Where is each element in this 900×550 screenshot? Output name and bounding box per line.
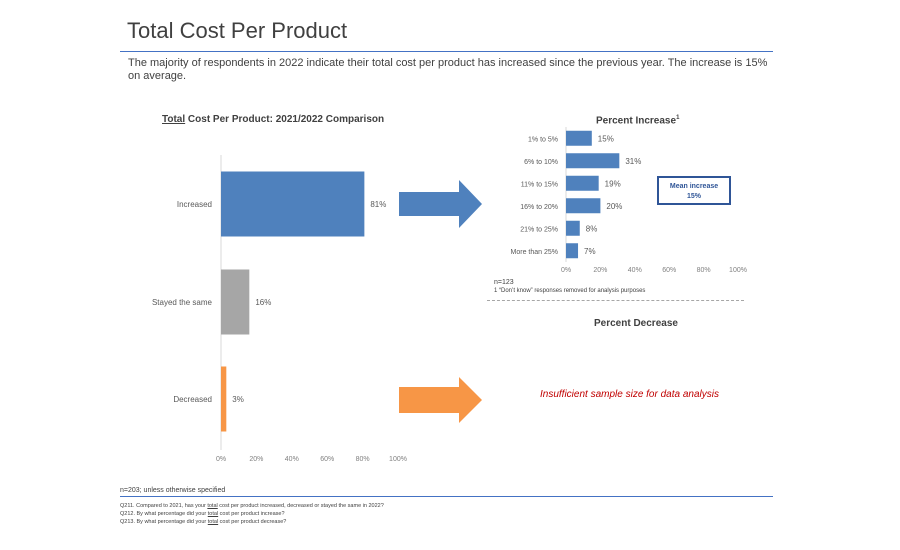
q213-text-underlined: total: [207, 519, 219, 525]
increase-data-label: 20%: [606, 202, 622, 211]
increase-x-tick: 100%: [729, 267, 747, 274]
increase-x-tick: 80%: [697, 267, 711, 274]
comparison-bar: [221, 171, 365, 237]
increase-data-label: 19%: [605, 179, 621, 188]
q212-text-b: cost per product increase?: [218, 511, 285, 517]
comparison-category-label: Increased: [177, 200, 212, 209]
comparison-x-tick: 80%: [356, 456, 370, 463]
percent-increase-footnote-mark: 1: [676, 115, 680, 121]
comparison-chart: 0% 20% 40% 60% 80% 100% Increased 81% Stayed the…: [152, 155, 407, 463]
mean-increase-value: 15%: [686, 193, 701, 200]
mean-increase-label: Mean increase: [669, 183, 719, 190]
q212-text-a: Q212. By what percentage did your: [120, 511, 208, 517]
increase-bar: [566, 220, 580, 236]
increase-bar: [566, 175, 599, 191]
increase-data-label: 8%: [586, 224, 598, 233]
increase-category-label: 21% to 25%: [520, 226, 558, 233]
q211-text-a: Q211. Compared to 2021, has your: [120, 503, 208, 509]
q213-text-b: cost per product decrease?: [218, 519, 287, 525]
slide-subtitle: The majority of respondents in 2022 indi…: [128, 57, 768, 82]
comparison-data-label: 16%: [255, 298, 271, 307]
left-chart-title-rest: Cost Per Product: 2021/2022 Comparison: [185, 114, 385, 125]
comparison-bar: [221, 366, 227, 432]
slide-title: Total Cost Per Product: [127, 18, 348, 43]
left-chart-title-underlined: Total: [162, 114, 186, 125]
total-sample-size: n=203; unless otherwise specified: [120, 487, 226, 494]
increase-category-label: More than 25%: [511, 249, 558, 256]
q213-text-a: Q213. By what percentage did your: [120, 519, 208, 525]
increase-bar: [566, 130, 592, 146]
comparison-x-tick: 60%: [320, 456, 334, 463]
increase-x-tick: 40%: [628, 267, 642, 274]
increase-footnote: 1 “Don’t know” responses removed for ana…: [494, 288, 646, 294]
comparison-bar: [221, 269, 250, 335]
increase-bar: [566, 198, 601, 214]
increase-category-label: 1% to 5%: [528, 136, 558, 143]
comparison-x-tick: 100%: [389, 456, 407, 463]
q212-text-underlined: total: [207, 511, 219, 517]
left-chart-title: Total Cost Per Product: 2021/2022 Compar…: [162, 114, 384, 125]
comparison-x-tick: 40%: [285, 456, 299, 463]
section-divider: [487, 300, 744, 301]
footer-rule: [120, 496, 773, 497]
q211-text-underlined: total: [207, 503, 218, 509]
comparison-data-label: 3%: [232, 395, 244, 404]
comparison-data-label: 81%: [370, 200, 386, 209]
comparison-category-label: Stayed the same: [152, 298, 213, 307]
question-q213: Q213. By what percentage did your total …: [120, 519, 286, 525]
increase-x-tick: 60%: [662, 267, 676, 274]
increase-category-label: 11% to 15%: [521, 181, 558, 188]
percent-decrease-title: Percent Decrease: [594, 318, 678, 329]
comparison-x-tick: 0%: [216, 456, 226, 463]
increase-x-tick: 20%: [593, 267, 607, 274]
mean-increase-box: Mean increase 15%: [657, 176, 731, 205]
increase-data-label: 15%: [598, 134, 614, 143]
percent-increase-title: Percent Increase1: [596, 115, 679, 126]
increase-data-label: 31%: [625, 157, 641, 166]
question-q212: Q212. By what percentage did your total …: [120, 511, 285, 517]
question-q211: Q211. Compared to 2021, has your total c…: [120, 503, 384, 509]
increase-bar: [566, 243, 579, 259]
increase-sample-size: n=123: [494, 279, 514, 286]
comparison-category-label: Decreased: [173, 395, 212, 404]
blue-arrow: [399, 180, 482, 228]
increase-bar: [566, 153, 620, 169]
increase-data-label: 7%: [584, 247, 596, 256]
insufficient-sample-note: Insufficient sample size for data analys…: [540, 389, 719, 400]
percent-increase-chart: 0% 20% 40% 60% 80% 100% 1% to 5% 15% 6% to 10% 31…: [511, 127, 747, 274]
increase-category-label: 6% to 10%: [524, 159, 558, 166]
title-rule: [120, 51, 773, 52]
orange-arrow: [399, 377, 482, 423]
increase-category-label: 16% to 20%: [520, 204, 558, 211]
q211-text-b: cost per product increased, decreased or…: [217, 503, 384, 509]
increase-x-tick: 0%: [561, 267, 571, 274]
percent-increase-title-text: Percent Increase: [596, 115, 677, 127]
comparison-x-tick: 20%: [249, 456, 263, 463]
